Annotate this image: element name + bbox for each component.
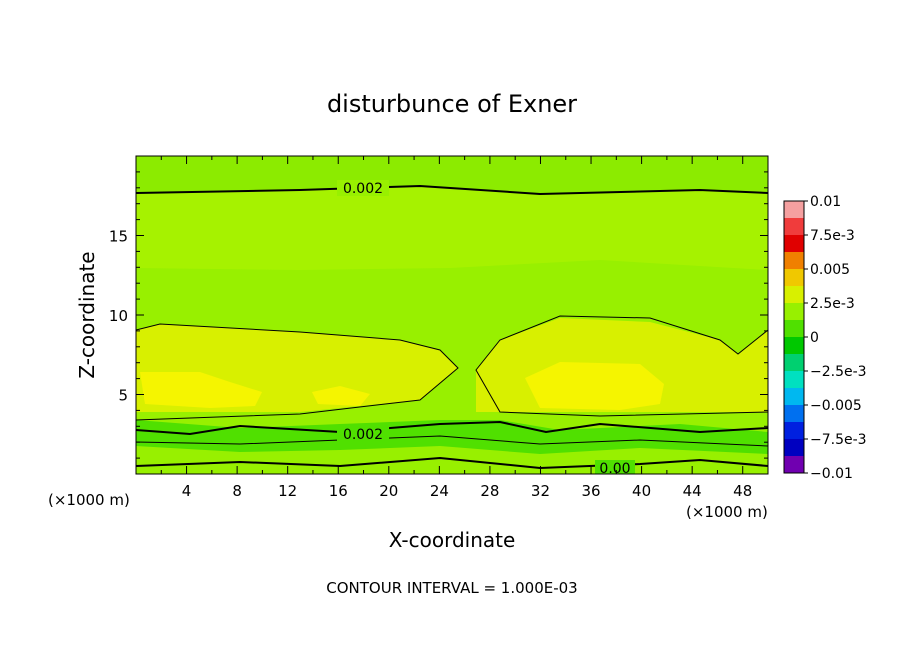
colorbar-swatch [784,218,804,236]
colorbar-tick-label: 0 [810,330,819,346]
y-tick-label: 10 [109,307,128,325]
chart-title: disturbunce of Exner [327,90,577,118]
y-tick-label: 15 [109,228,128,246]
y-axis: 5 10 15 [109,171,768,459]
x-tick-label: 32 [531,482,550,500]
colorbar-tick-label: 0.01 [810,194,841,210]
colorbar-swatch [784,456,804,474]
colorbar-swatch [784,388,804,406]
colorbar-swatch [784,354,804,372]
colorbar-swatch [784,337,804,355]
x-tick-label: 4 [182,482,192,500]
x-unit-right: (×1000 m) [686,503,768,521]
x-tick-label: 24 [430,482,449,500]
colorbar-swatch [784,286,804,304]
x-tick-label: 36 [581,482,600,500]
x-tick-label: 40 [632,482,651,500]
colorbar-swatch [784,252,804,270]
max-core-left [140,372,262,408]
x-axis: 4 8 12 16 20 24 28 32 36 40 44 48 [160,156,752,500]
colorbar-swatch [784,303,804,321]
contour-lines [136,184,768,470]
y-tick-label: 5 [118,387,128,405]
max-core-left-small [312,386,370,406]
y-axis-label: Z-coordinate [75,251,99,378]
x-axis-label: X-coordinate [389,528,516,552]
plot-area [136,156,768,474]
x-unit-left: (×1000 m) [48,491,130,509]
x-tick-label: 28 [480,482,499,500]
x-tick-label: 8 [232,482,242,500]
colorbar-swatch [784,235,804,253]
colorbar-tick-label: −0.005 [810,398,862,414]
colorbar-tick-label: 0.005 [810,262,850,278]
colorbar-swatch [784,371,804,389]
colorbar: 0.01 7.5e-3 0.005 2.5e-3 0 −2.5e-3 −0.005 −7.5e… [783,194,867,482]
colorbar-tick-label: 7.5e-3 [810,228,855,244]
contour-label-lower: 0.002 [343,427,383,443]
colorbar-swatch [784,201,804,219]
max-core-right [525,362,664,410]
contour-label-top: 0.002 [343,181,383,197]
colorbar-tick-label: −0.01 [810,466,853,482]
colorbar-tick-label: −7.5e-3 [810,432,867,448]
x-tick-label: 20 [379,482,398,500]
x-tick-label: 16 [329,482,348,500]
colorbar-tick-label: 2.5e-3 [810,296,855,312]
x-tick-label: 12 [278,482,297,500]
colorbar-swatch [784,269,804,287]
colorbar-swatch [784,439,804,457]
contour-interval: CONTOUR INTERVAL = 1.000E-03 [326,579,577,597]
colorbar-tick-label: −2.5e-3 [810,364,867,380]
x-tick-label: 44 [683,482,702,500]
x-tick-label: 48 [733,482,752,500]
colorbar-swatch [784,320,804,338]
colorbar-swatch [784,422,804,440]
colorbar-swatch [784,405,804,423]
contour-label-bottom: 0.00 [599,461,630,477]
